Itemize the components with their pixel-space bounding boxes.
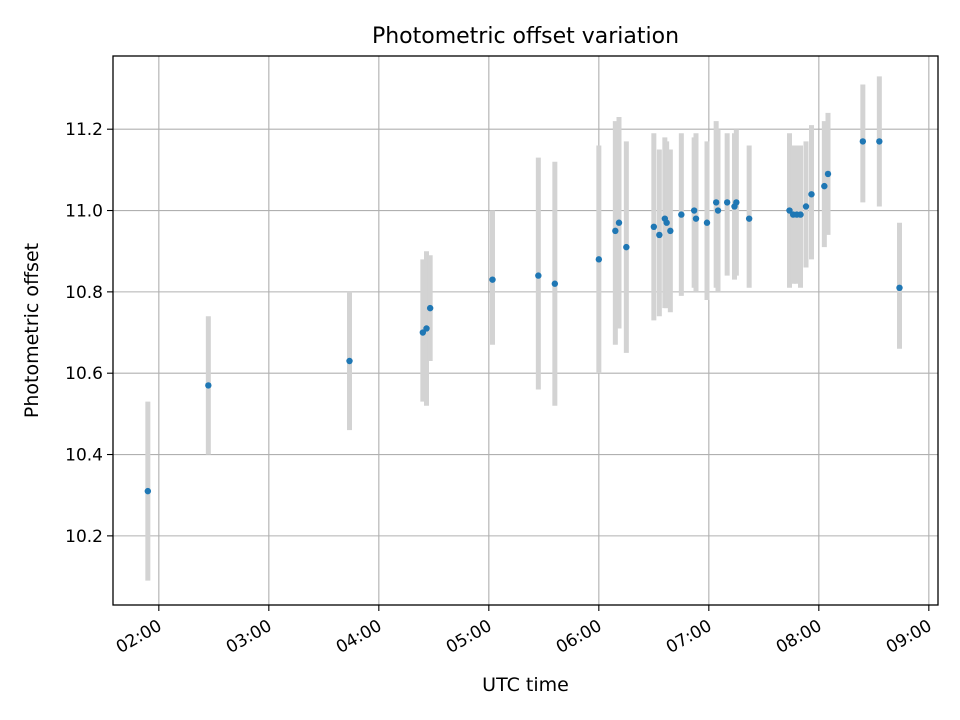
error-bars: [145, 76, 902, 581]
data-point: [535, 272, 542, 279]
y-tick-label: 10.4: [65, 446, 103, 466]
data-point: [650, 223, 658, 230]
x-tick-label: 03:00: [223, 616, 275, 658]
x-tick-label: 02:00: [113, 616, 165, 658]
data-point: [797, 211, 804, 218]
data-point: [824, 170, 832, 178]
data-point: [656, 231, 663, 239]
data-point: [714, 207, 722, 214]
y-tick-label: 10.2: [65, 527, 103, 547]
data-point: [144, 487, 152, 495]
data-point: [489, 276, 496, 283]
data-point: [745, 215, 753, 222]
data-point: [808, 191, 815, 198]
data-point: [802, 203, 810, 210]
chart-title: Photometric offset variation: [372, 24, 679, 49]
data-points: [144, 138, 903, 495]
y-axis-label: Photometric offset: [21, 243, 43, 418]
data-point: [786, 207, 793, 214]
data-point: [595, 256, 603, 263]
x-tick-label: 05:00: [443, 616, 495, 658]
plot-frame: [112, 55, 939, 606]
y-tick-label: 10.6: [65, 364, 103, 384]
data-point: [703, 219, 711, 226]
data-point: [821, 182, 828, 190]
data-point: [723, 199, 731, 206]
data-point: [615, 219, 623, 226]
x-tick-label: 04:00: [333, 616, 385, 658]
data-point: [612, 227, 619, 235]
data-point: [426, 304, 434, 312]
data-point: [346, 357, 353, 365]
x-tick-label: 07:00: [663, 616, 715, 658]
x-tick-label: 09:00: [883, 616, 935, 658]
data-point: [733, 199, 740, 206]
data-point: [551, 280, 559, 287]
y-tick-label: 11.0: [65, 202, 103, 222]
data-point: [690, 207, 698, 214]
data-point: [663, 219, 670, 226]
data-point: [876, 138, 883, 145]
data-point: [623, 243, 630, 251]
x-tick-label: 08:00: [773, 616, 825, 658]
y-tick-label: 11.2: [65, 120, 103, 140]
data-point: [896, 284, 903, 291]
y-tick-label: 10.8: [65, 283, 103, 303]
x-tick-label: 06:00: [553, 616, 605, 658]
data-point: [667, 227, 674, 235]
data-point: [859, 138, 867, 145]
data-point: [423, 325, 430, 332]
data-point: [419, 329, 427, 336]
data-point: [205, 382, 212, 389]
data-point: [712, 199, 720, 206]
data-point: [692, 215, 700, 222]
grid-lines: [113, 56, 938, 605]
x-axis-label: UTC time: [482, 674, 569, 696]
data-point: [678, 211, 685, 218]
